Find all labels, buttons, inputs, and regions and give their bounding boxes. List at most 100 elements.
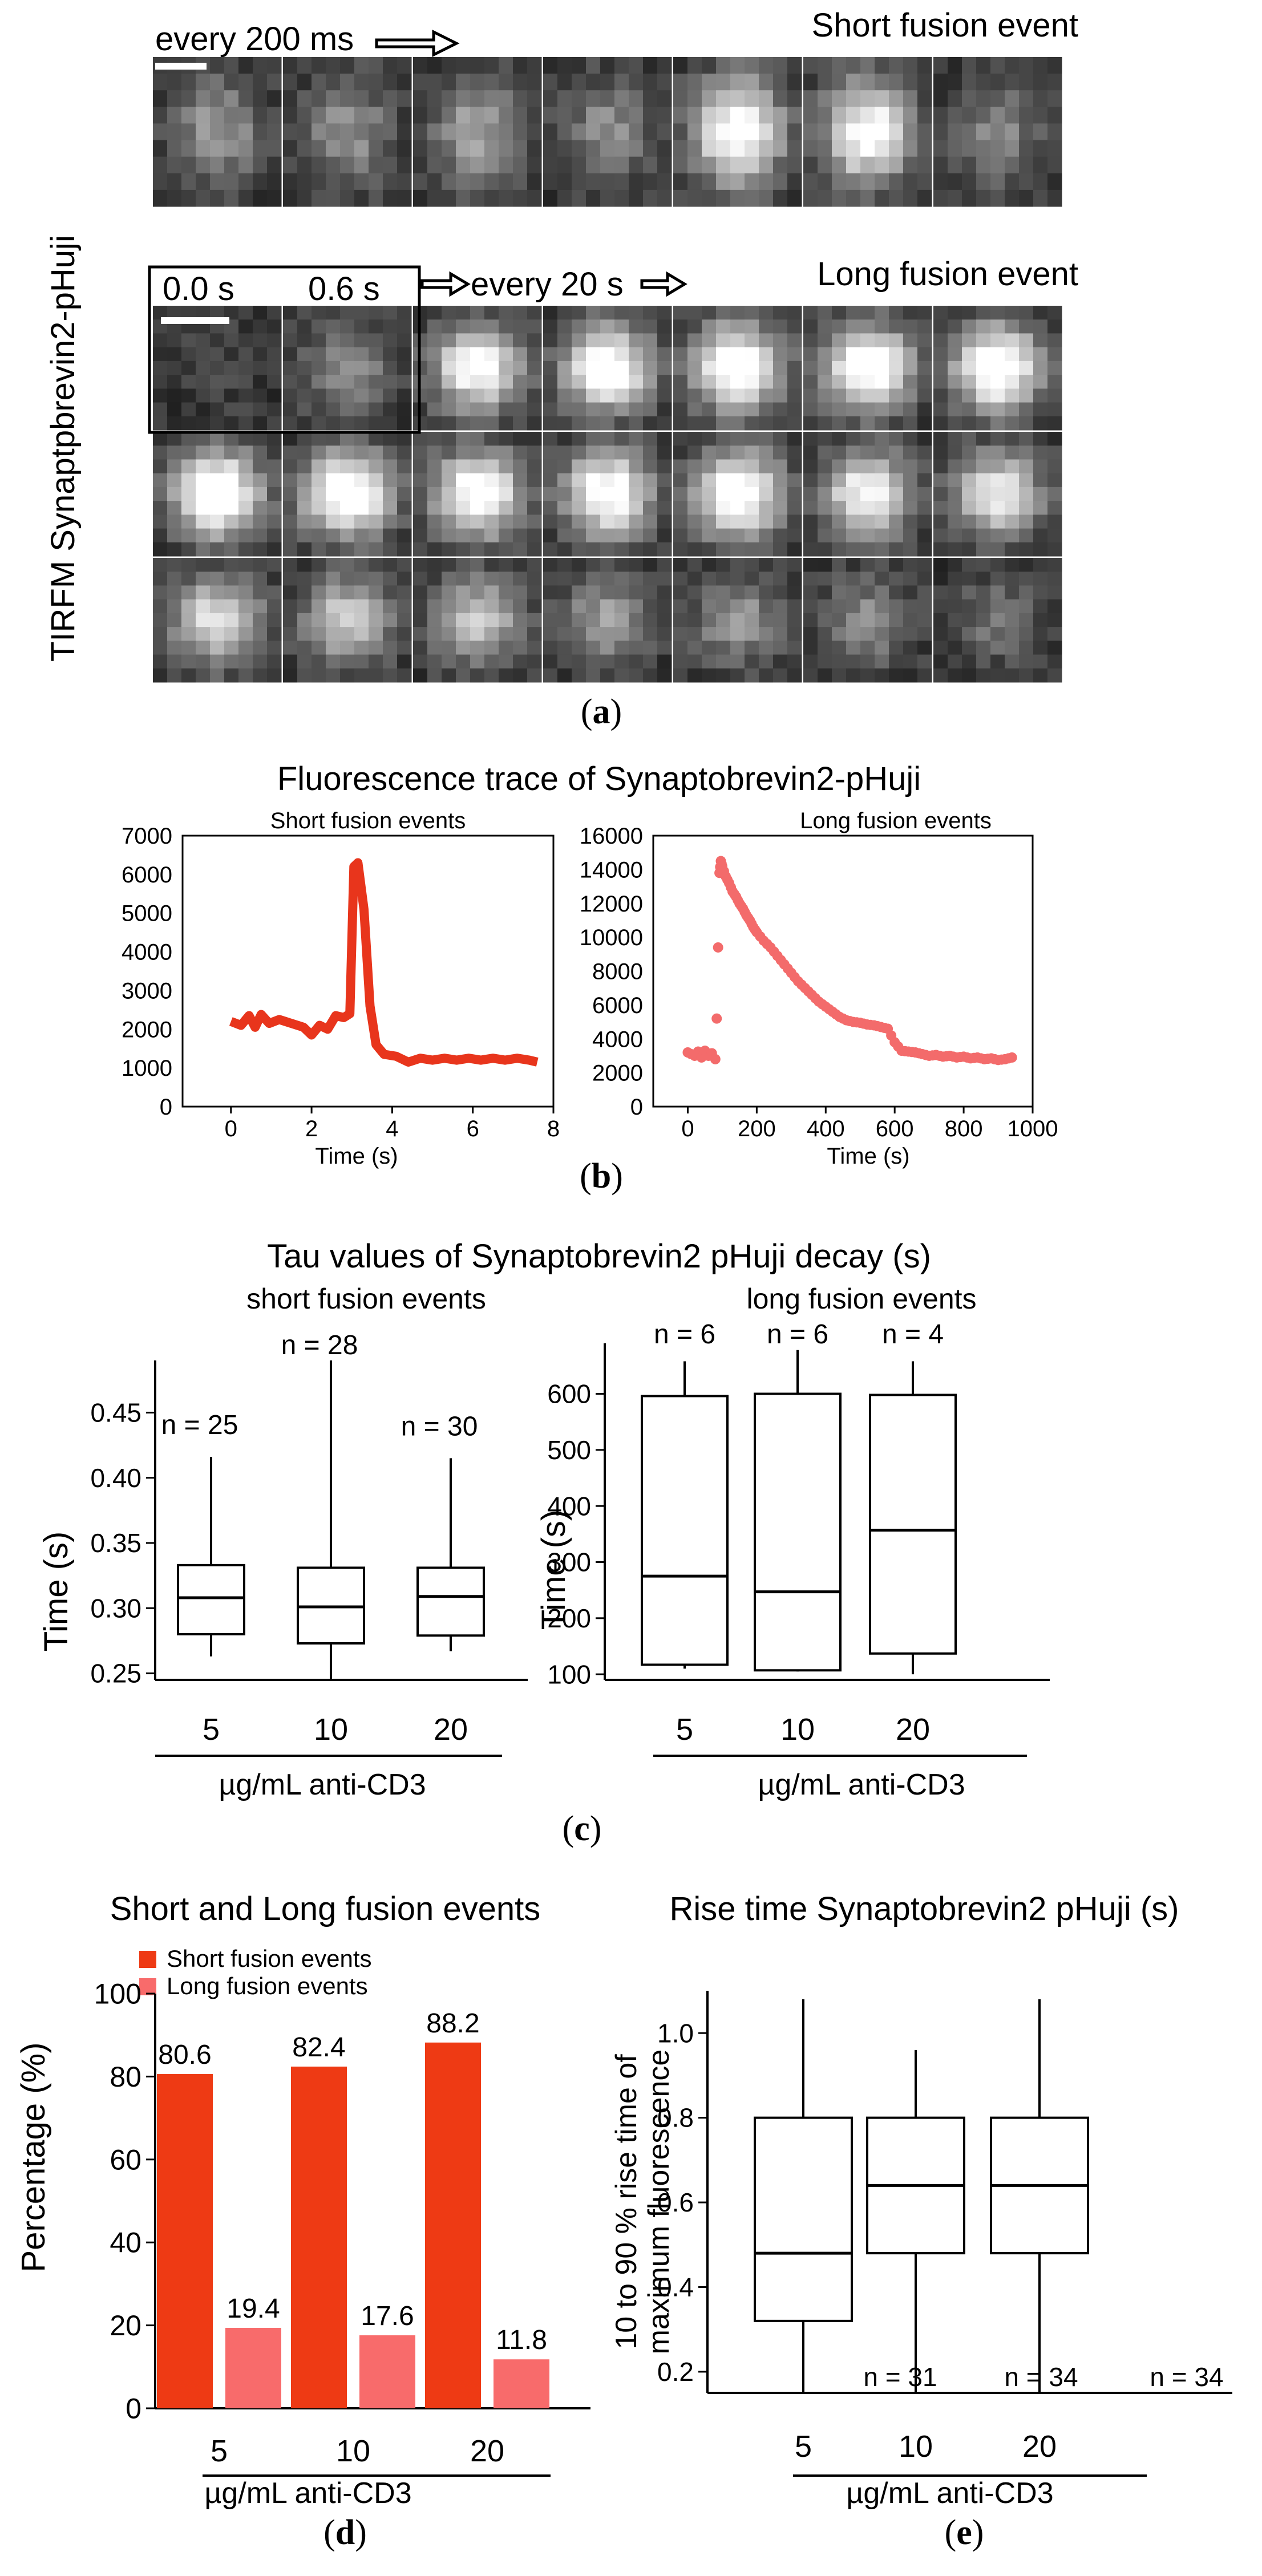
frame-pixel [397, 558, 412, 572]
frame-pixel [238, 641, 253, 655]
panel-e-title: Rise time Synaptobrevin2 pHuji (s) [670, 1890, 1179, 1927]
frame-pixel [687, 445, 702, 460]
frame-pixel [657, 528, 672, 543]
frame-pixel [990, 572, 1005, 586]
frame-pixel [600, 558, 615, 572]
frame-pixel [586, 333, 601, 348]
frame-pixel [614, 487, 629, 501]
frame-pixel [614, 347, 629, 362]
frame-pixel [643, 528, 658, 543]
frame-pixel [643, 668, 658, 683]
frame-pixel [903, 641, 918, 655]
frame-pixel [990, 613, 1005, 627]
frame-pixel [860, 333, 875, 348]
frame-pixel [210, 542, 225, 557]
frame-pixel [773, 123, 788, 141]
frame-pixel [933, 668, 948, 683]
frame-pixel [267, 107, 282, 124]
frame-pixel [181, 189, 196, 207]
frame-pixel [196, 501, 211, 515]
frame-pixel [948, 57, 962, 74]
frame-pixel [702, 613, 717, 627]
frame-pixel [297, 515, 312, 529]
frame-pixel [759, 173, 774, 191]
frame-pixel [499, 445, 513, 460]
frame-pixel [397, 613, 412, 627]
frame-pixel [354, 558, 369, 572]
frame-pixel [687, 140, 702, 157]
frame-pixel [470, 107, 485, 124]
frame-pixel [1005, 445, 1020, 460]
frame-pixel [267, 599, 282, 614]
frame-pixel [297, 654, 312, 669]
frame-pixel [657, 361, 672, 375]
frame-pixel [513, 459, 528, 474]
frame-pixel [397, 459, 412, 474]
frame-pixel [716, 445, 731, 460]
frame-pixel [600, 375, 615, 389]
frame-pixel [267, 572, 282, 586]
frame-pixel [903, 432, 918, 446]
y-tick-label: 0.30 [90, 1593, 141, 1623]
y-tick-label: 200 [547, 1603, 591, 1633]
frame-pixel [513, 501, 528, 515]
frame-pixel [787, 599, 802, 614]
frame-pixel [889, 402, 904, 417]
frame-pixel [484, 319, 499, 334]
frame-pixel [253, 416, 268, 431]
frame-pixel [1019, 501, 1034, 515]
x-tick-label: 0 [681, 1116, 694, 1141]
frame-pixel [846, 572, 861, 586]
frame-pixel [948, 319, 962, 334]
frame-pixel [340, 459, 355, 474]
frame-pixel [976, 57, 991, 74]
frame-pixel [1047, 528, 1062, 543]
frame-pixel [326, 388, 341, 403]
frame-pixel [369, 487, 383, 501]
frame-pixel [210, 558, 225, 572]
frame-pixel [903, 173, 918, 191]
frame-pixel [354, 515, 369, 529]
frame-pixel [773, 542, 788, 557]
panel-c-long-subtitle: long fusion events [746, 1283, 976, 1315]
frame-pixel [326, 123, 341, 141]
frame-pixel [600, 542, 615, 557]
short-frame [153, 57, 282, 207]
frame-pixel [167, 90, 182, 107]
frame-pixel [745, 445, 759, 460]
frame-pixel [253, 501, 268, 515]
frame-pixel [730, 123, 745, 141]
frame-pixel [976, 123, 991, 141]
frame-pixel [442, 432, 456, 446]
frame-pixel [643, 487, 658, 501]
frame-pixel [889, 613, 904, 627]
frame-pixel [543, 90, 558, 107]
long-interval-arrow-1 [420, 271, 471, 297]
frame-pixel [846, 487, 861, 501]
frame-pixel [875, 445, 889, 460]
frame-pixel [369, 57, 383, 74]
frame-pixel [614, 107, 629, 124]
frame-pixel [846, 558, 861, 572]
frame-pixel [543, 432, 558, 446]
long-frame [673, 432, 802, 557]
frame-pixel [860, 542, 875, 557]
frame-pixel [557, 487, 572, 501]
frame-pixel [716, 572, 731, 586]
frame-pixel [442, 123, 456, 141]
frame-pixel [643, 74, 658, 91]
frame-pixel [787, 107, 802, 124]
frame-pixel [456, 57, 471, 74]
frame-pixel [572, 613, 586, 627]
frame-pixel [962, 375, 977, 389]
frame-pixel [572, 515, 586, 529]
frame-pixel [1005, 123, 1020, 141]
frame-pixel [773, 347, 788, 362]
frame-pixel [687, 432, 702, 446]
frame-pixel [297, 599, 312, 614]
frame-pixel [369, 319, 383, 334]
frame-pixel [730, 599, 745, 614]
frame-pixel [1047, 375, 1062, 389]
y-tick-label: 0 [126, 2393, 141, 2425]
frame-pixel [210, 90, 225, 107]
